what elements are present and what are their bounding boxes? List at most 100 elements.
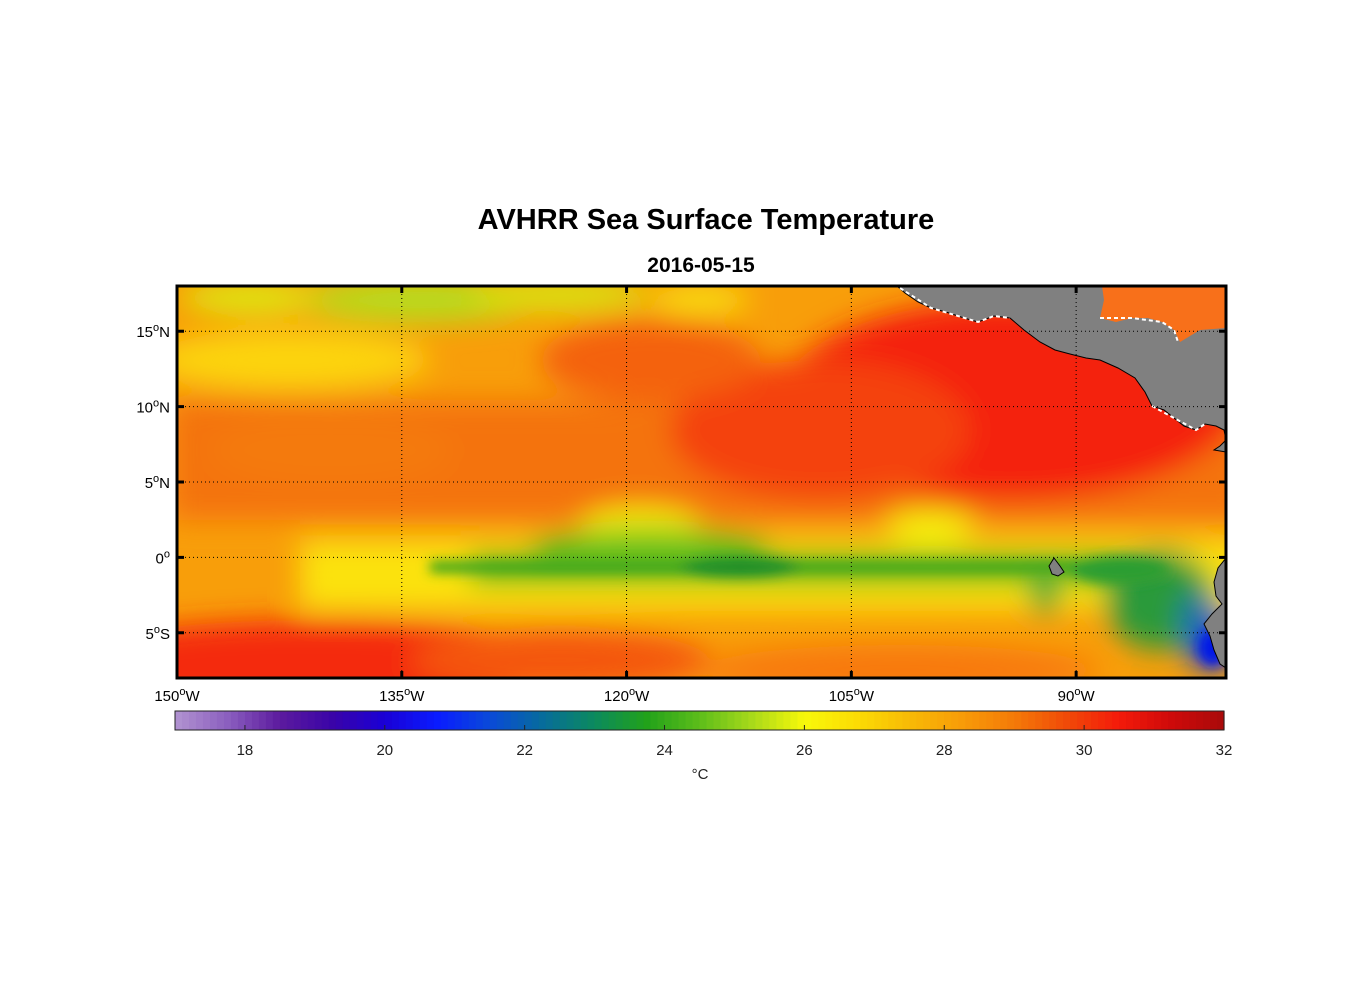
colorbar-swatch — [1196, 711, 1204, 730]
colorbar-swatch — [419, 711, 428, 730]
colorbar-swatch — [1007, 711, 1015, 730]
graticule — [176, 286, 1226, 678]
colorbar: 18 20 22 24 26 28 30 32 °C — [174, 710, 1233, 783]
colorbar-swatch — [1126, 711, 1134, 730]
colorbar-swatch — [1140, 711, 1148, 730]
colorbar-swatch — [1217, 711, 1225, 730]
colorbar-swatch — [223, 711, 232, 730]
colorbar-swatch — [776, 711, 785, 730]
colorbar-swatch — [650, 711, 659, 730]
colorbar-swatch — [1119, 711, 1127, 730]
colorbar-tick-label: 32 — [1216, 742, 1233, 759]
colorbar-swatch — [1056, 711, 1064, 730]
colorbar-swatch — [370, 711, 379, 730]
colorbar-swatch — [1154, 711, 1162, 730]
lat-tick-label: 10oN — [136, 398, 170, 417]
colorbar-swatch — [1112, 711, 1120, 730]
colorbar-swatch — [1175, 711, 1183, 730]
colorbar-swatch — [489, 711, 498, 730]
colorbar-swatch — [426, 711, 435, 730]
colorbar-swatch — [1203, 711, 1211, 730]
colorbar-swatch — [762, 711, 771, 730]
lon-tick-label: 105oW — [829, 686, 875, 705]
colorbar-swatch — [503, 711, 512, 730]
colorbar-swatch — [377, 711, 386, 730]
colorbar-swatch — [643, 711, 652, 730]
colorbar-swatch — [335, 711, 344, 730]
colorbar-swatch — [783, 711, 792, 730]
colorbar-swatch — [461, 711, 470, 730]
colorbar-swatch — [1063, 711, 1071, 730]
colorbar-swatch — [580, 711, 589, 730]
colorbar-swatch — [1098, 711, 1106, 730]
colorbar-swatch — [244, 711, 253, 730]
colorbar-tick-label: 18 — [237, 742, 254, 759]
colorbar-swatch — [860, 711, 868, 730]
colorbar-swatch — [909, 711, 917, 730]
colorbar-swatch — [363, 711, 372, 730]
colorbar-swatch — [440, 711, 449, 730]
colorbar-swatch — [986, 711, 994, 730]
latitude-labels: 15oN 10oN 5oN 0o 5oS — [136, 322, 1226, 643]
colorbar-swatch — [1049, 711, 1057, 730]
sst-field — [177, 286, 1226, 678]
colorbar-swatch — [972, 711, 980, 730]
lon-tick-label: 135oW — [379, 686, 425, 705]
lat-tick-label: 5oN — [145, 473, 170, 492]
colorbar-swatch — [902, 711, 910, 730]
colorbar-swatch — [293, 711, 302, 730]
colorbar-swatch — [636, 711, 645, 730]
colorbar-swatch — [601, 711, 610, 730]
colorbar-swatch — [175, 711, 183, 730]
colorbar-swatch — [804, 711, 812, 730]
colorbar-swatch — [818, 711, 826, 730]
colorbar-swatch — [811, 711, 819, 730]
colorbar-tick-label: 28 — [936, 742, 953, 759]
colorbar-swatch — [1210, 711, 1218, 730]
colorbar-swatch — [1168, 711, 1176, 730]
colorbar-swatch — [853, 711, 861, 730]
colorbar-swatch — [328, 711, 337, 730]
colorbar-swatch — [1000, 711, 1008, 730]
colorbar-swatch — [265, 711, 274, 730]
colorbar-swatch — [888, 711, 896, 730]
colorbar-swatch — [839, 711, 847, 730]
colorbar-swatch — [664, 711, 673, 730]
colorbar-swatch — [944, 711, 952, 730]
colorbar-swatch — [769, 711, 778, 730]
colorbar-swatch — [258, 711, 267, 730]
colorbar-swatch — [1105, 711, 1113, 730]
colorbar-swatch — [1147, 711, 1155, 730]
map-subtitle: 2016-05-15 — [647, 254, 755, 277]
colorbar-swatch — [937, 711, 945, 730]
colorbar-swatch — [552, 711, 561, 730]
colorbar-swatch — [307, 711, 316, 730]
longitude-labels: 150oW 135oW 120oW 105oW 90oW — [154, 286, 1095, 705]
colorbar-swatch — [699, 711, 708, 730]
colorbar-swatch — [1133, 711, 1141, 730]
colorbar-swatch — [391, 711, 400, 730]
colorbar-swatch — [916, 711, 924, 730]
colorbar-swatch — [545, 711, 554, 730]
colorbar-swatch — [825, 711, 833, 730]
colorbar-swatch — [286, 711, 295, 730]
colorbar-swatch — [482, 711, 491, 730]
land-galapagos — [1048, 557, 1065, 577]
colorbar-swatch — [1042, 711, 1050, 730]
colorbar-swatch — [734, 711, 743, 730]
colorbar-swatch — [447, 711, 456, 730]
colorbar-tick-label: 20 — [376, 742, 393, 759]
colorbar-swatch — [566, 711, 575, 730]
colorbar-swatch — [230, 711, 239, 730]
colorbar-swatch — [629, 711, 638, 730]
colorbar-frame — [174, 710, 1225, 731]
lat-tick-label: 0o — [156, 548, 170, 567]
lon-tick-label: 90oW — [1058, 686, 1096, 705]
colorbar-swatch — [797, 711, 805, 730]
colorbar-tick-label: 26 — [796, 742, 813, 759]
colorbar-swatch — [790, 711, 799, 730]
colorbar-swatch — [321, 711, 330, 730]
colorbar-swatch — [237, 711, 246, 730]
colorbar-swatch — [517, 711, 526, 730]
colorbar-swatch — [951, 711, 959, 730]
